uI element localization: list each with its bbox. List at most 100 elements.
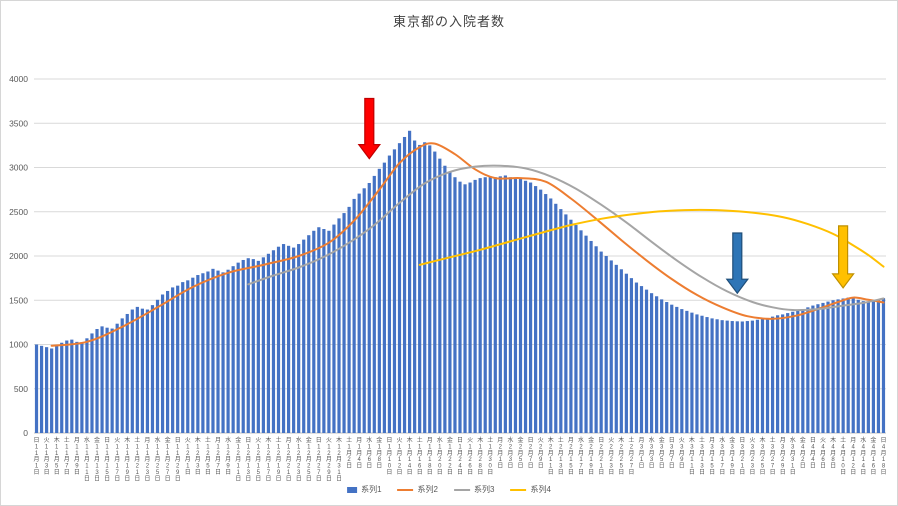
svg-text:3000: 3000 <box>9 163 28 173</box>
line-series3 <box>247 164 885 312</box>
legend-item-series2: 系列2 <box>397 484 438 495</box>
svg-text:1500: 1500 <box>9 295 28 305</box>
legend: 系列1 系列2 系列3 系列4 <box>343 484 555 495</box>
x-axis-labels: 日 1 1 月 1 日火 1 1 月 3 日木 1 1 月 5 日土 1 1 月 7 日月 1 1 月 9 日水 1 1 月 1 1 日金 1 1… <box>33 436 886 482</box>
legend-label-series3: 系列3 <box>474 485 495 494</box>
red-down-arrow <box>357 97 381 160</box>
svg-text:500: 500 <box>14 384 28 394</box>
legend-item-series4: 系列4 <box>510 484 551 495</box>
legend-label-series2: 系列2 <box>417 485 438 494</box>
legend-label-series1: 系列1 <box>361 485 382 494</box>
legend-label-series4: 系列4 <box>530 485 551 494</box>
svg-text:0: 0 <box>23 428 28 438</box>
line-series2 <box>50 142 885 347</box>
blue-down-arrow <box>725 232 749 295</box>
legend-item-series1: 系列1 <box>347 484 382 495</box>
chart-title: 東京都の入院者数 <box>392 14 505 29</box>
series1-bar-marker <box>347 486 358 493</box>
series4-line-marker <box>510 488 527 491</box>
svg-text:1000: 1000 <box>9 340 28 350</box>
svg-text:4000: 4000 <box>9 74 28 84</box>
svg-text:3500: 3500 <box>9 118 28 128</box>
line-series4 <box>418 208 885 268</box>
bars-series1 <box>34 130 886 434</box>
yellow-down-arrow <box>831 225 855 289</box>
